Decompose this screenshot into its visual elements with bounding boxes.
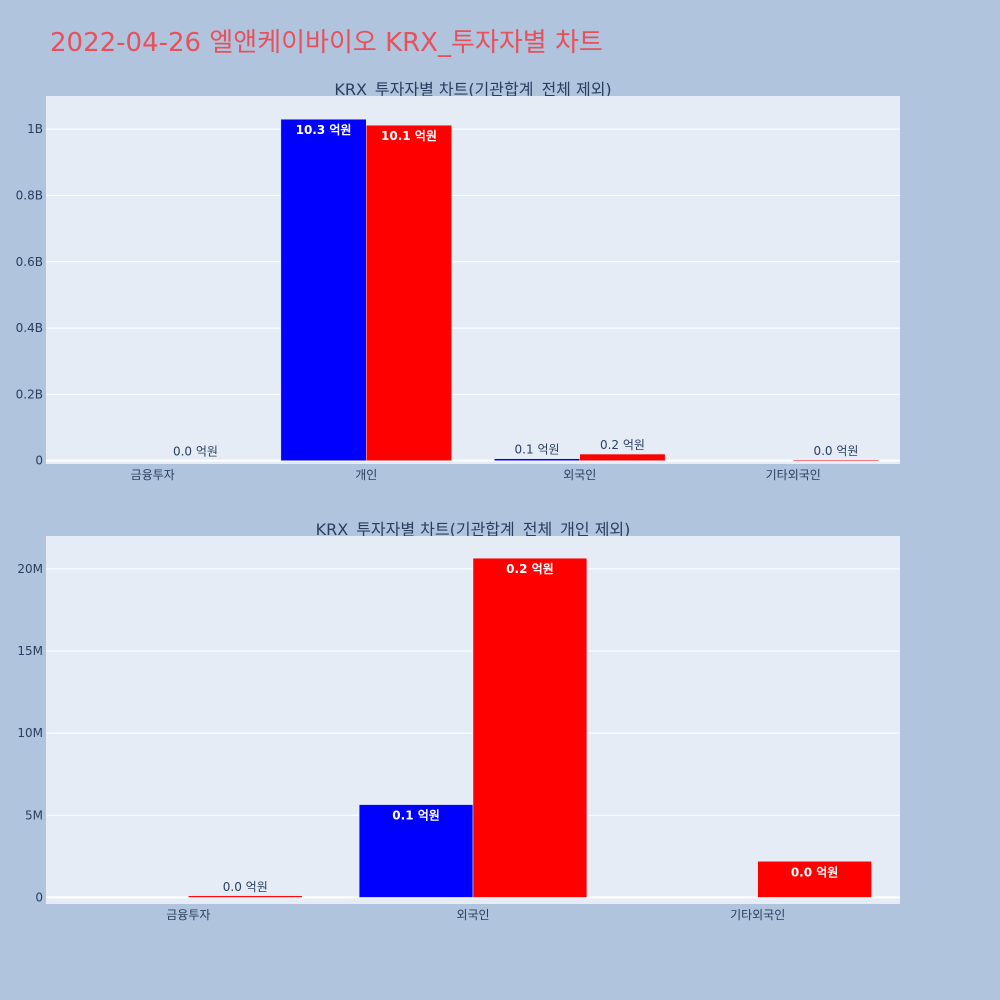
y-tick-label: 0.8B <box>16 188 43 202</box>
x-tick-label: 금융투자 <box>131 468 175 482</box>
bar <box>280 118 367 461</box>
y-tick-label: 0 <box>35 454 43 468</box>
bar <box>188 895 303 898</box>
chart-1-title: KRX_투자자별 차트(기관합계_전체 제외) <box>334 80 611 100</box>
bar-value-label: 0.2 억원 <box>506 562 554 576</box>
bar-value-label: 0.2 억원 <box>600 438 645 452</box>
y-tick-label: 0.2B <box>16 387 43 401</box>
chart-2-title: KRX_투자자별 차트(기관합계_전체_개인 제외) <box>316 520 631 540</box>
bar <box>579 453 666 461</box>
x-tick-label: 금융투자 <box>166 908 210 922</box>
bar <box>358 804 474 898</box>
y-tick-label: 1B <box>27 122 43 136</box>
x-tick-label: 외국인 <box>563 468 596 482</box>
investor-chart-excluding-institutions-and-individuals: KRX_투자자별 차트(기관합계_전체_개인 제외) 0 5M 10M 15M 20M 금… <box>17 520 900 922</box>
x-tick-label: 기타외국인 <box>730 908 785 922</box>
bar-value-label: 0.1 억원 <box>515 443 560 457</box>
x-tick-label: 외국인 <box>456 908 489 922</box>
x-tick-label: 개인 <box>355 468 377 482</box>
bar <box>757 861 872 898</box>
y-tick-label: 10M <box>17 726 43 740</box>
bar-value-label: 0.0 억원 <box>173 445 218 459</box>
y-tick-label: 0 <box>35 890 43 904</box>
y-tick-label: 0.6B <box>16 255 43 269</box>
y-tick-label: 5M <box>25 808 43 822</box>
bar <box>793 459 879 462</box>
bar-value-label: 10.1 억원 <box>381 129 437 143</box>
bar <box>494 458 581 461</box>
investor-chart-excluding-institutions: KRX_투자자별 차트(기관합계_전체 제외) 0 0.2B 0.4B 0.6B 0.8… <box>16 80 900 482</box>
bar-value-label: 0.0 억원 <box>223 880 268 894</box>
y-tick-label: 0.4B <box>16 321 43 335</box>
bar <box>472 557 588 898</box>
bar-value-label: 10.3 억원 <box>296 123 352 137</box>
x-tick-label: 기타외국인 <box>766 468 821 482</box>
page-title: 2022-04-26 엘앤케이바이오 KRX_투자자별 차트 <box>50 28 603 58</box>
chart-1-plot-background <box>46 96 900 464</box>
bar-value-label: 0.0 억원 <box>813 444 858 458</box>
bar-value-label: 0.1 억원 <box>392 809 440 823</box>
bar-value-label: 0.0 억원 <box>791 865 839 879</box>
y-tick-label: 15M <box>17 644 43 658</box>
y-tick-label: 20M <box>17 562 43 576</box>
bar <box>366 124 452 461</box>
